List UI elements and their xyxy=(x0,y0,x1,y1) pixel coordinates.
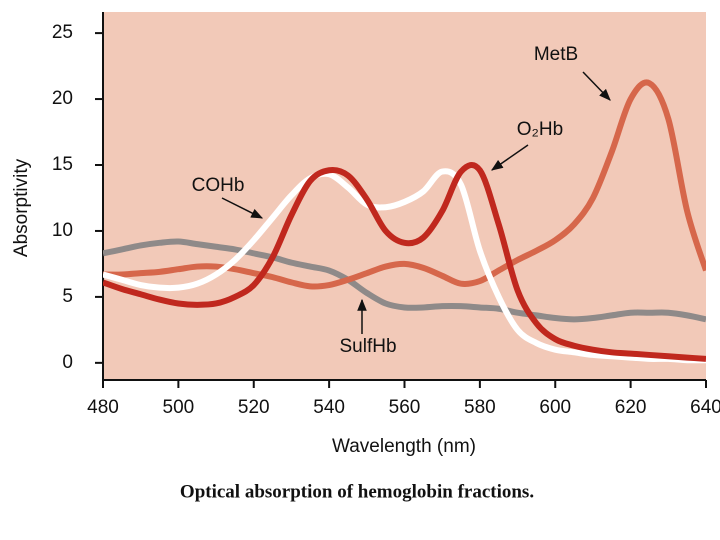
label-arrow xyxy=(221,197,264,219)
label-arrow xyxy=(491,144,529,171)
y-tick-label: 10 xyxy=(52,220,73,241)
x-tick-label: 540 xyxy=(313,397,345,418)
series-line xyxy=(103,79,706,290)
y-tick-label: 20 xyxy=(52,88,73,109)
label-arrow xyxy=(582,71,611,101)
y-tick-label: 5 xyxy=(62,286,73,307)
y-tick-label: 0 xyxy=(62,352,73,373)
y-tick-label: 15 xyxy=(52,154,73,175)
caption: Optical absorption of hemoglobin fractio… xyxy=(180,481,534,502)
series-line xyxy=(103,168,706,364)
y-tick-label: 25 xyxy=(52,22,73,43)
x-tick-label: 520 xyxy=(238,397,270,418)
x-tick-label: 480 xyxy=(87,397,119,418)
x-tick-label: 500 xyxy=(163,397,195,418)
series-label: COHb xyxy=(192,175,245,196)
x-tick-label: 640 xyxy=(690,397,720,418)
series-label: SulfHb xyxy=(339,336,396,357)
x-tick-label: 560 xyxy=(389,397,421,418)
series-label: O₂Hb xyxy=(517,119,563,140)
x-tick-label: 620 xyxy=(615,397,647,418)
series-line xyxy=(103,162,706,362)
x-tick-label: 580 xyxy=(464,397,496,418)
series-line xyxy=(103,238,706,323)
series-label: MetB xyxy=(534,44,578,65)
y-axis-label: Absorptivity xyxy=(11,158,32,257)
x-tick-label: 600 xyxy=(539,397,571,418)
x-axis-label: Wavelength (nm) xyxy=(332,436,476,457)
